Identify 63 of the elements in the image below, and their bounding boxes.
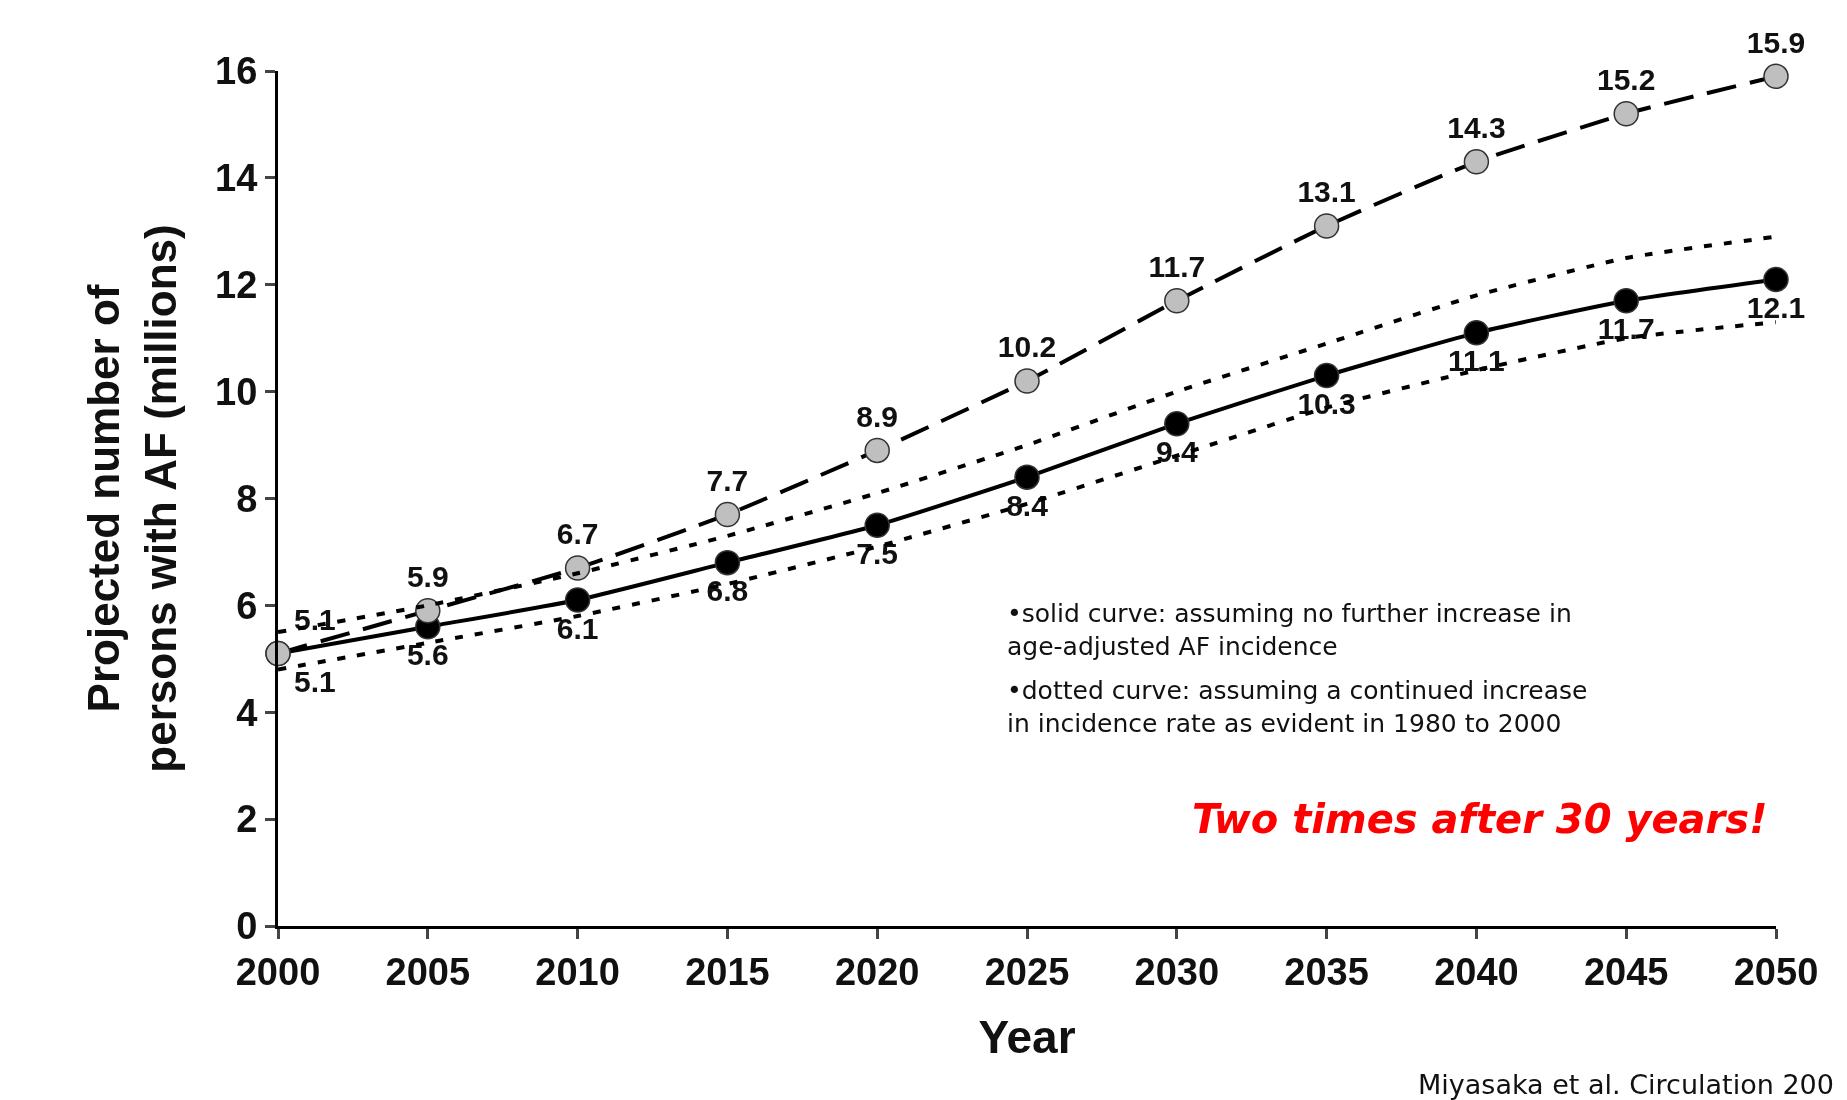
- point: [564, 555, 591, 581]
- y-tick-label: 12: [215, 264, 258, 307]
- y-tick-label: 16: [215, 50, 258, 93]
- point: [714, 549, 741, 576]
- point: [1613, 288, 1639, 314]
- y-tick-label: 0: [236, 905, 258, 948]
- point: [864, 512, 890, 538]
- x-tick-label: 2030: [1134, 950, 1220, 993]
- x-tick-label: 2050: [1733, 950, 1819, 993]
- point: [1463, 320, 1490, 346]
- data-label: 15.2: [1597, 63, 1656, 97]
- data-label: 14.3: [1447, 111, 1506, 145]
- annotation: •dotted curve: assuming a continued increase in incidence rate as evident in 1980 to 2000: [1007, 676, 1588, 738]
- y-tick-label: 6: [236, 584, 258, 627]
- data-label: 6.7: [556, 517, 599, 551]
- y-tick-label: 4: [236, 691, 258, 734]
- data-label: 5.9: [406, 560, 449, 594]
- y-axis-title: Projected number of persons with AF (millions): [79, 224, 186, 773]
- data-label: 10.2: [997, 330, 1057, 364]
- point: [1014, 368, 1040, 394]
- data-label: 8.9: [856, 399, 899, 433]
- data-label: 15.9: [1746, 25, 1806, 59]
- data-label: 11.7: [1148, 250, 1206, 284]
- point: [1763, 266, 1789, 293]
- point: [1313, 362, 1340, 389]
- y-tick-label: 8: [236, 477, 258, 520]
- x-tick-label: 2035: [1284, 950, 1369, 993]
- x-axis-title: Year: [978, 1011, 1076, 1064]
- data-label: 13.1: [1297, 175, 1356, 209]
- x-tick-label: 2015: [685, 950, 770, 993]
- x-tick-label: 2045: [1583, 950, 1669, 993]
- data-label: 5.6: [406, 638, 449, 672]
- y-tick-label: 14: [215, 157, 258, 200]
- x-tick-label: 2000: [235, 950, 321, 993]
- y-tick-label: 10: [215, 370, 258, 413]
- point: [1613, 101, 1639, 127]
- x-tick-label: 2010: [535, 950, 620, 993]
- data-label: 11.7: [1597, 312, 1655, 346]
- data-label: 9.4: [1155, 435, 1198, 469]
- data-label: 11.1: [1448, 344, 1505, 378]
- data-label: 6.1: [556, 611, 599, 645]
- point: [864, 437, 890, 464]
- x-tick-label: 2040: [1434, 950, 1519, 993]
- point: [415, 597, 441, 624]
- annotation: •solid curve: assuming no further increase in age-adjusted AF incidence: [1007, 599, 1572, 661]
- x-tick-label: 2005: [385, 950, 471, 993]
- point: [1313, 213, 1340, 239]
- data-label: 6.8: [706, 574, 749, 608]
- data-label: 7.7: [706, 464, 749, 498]
- point: [1463, 149, 1490, 175]
- point: [1763, 63, 1789, 90]
- point: [1164, 288, 1190, 314]
- x-tick-label: 2020: [834, 950, 920, 993]
- point: [1164, 410, 1190, 437]
- annotation: Two times after 30 years!: [1192, 796, 1768, 842]
- point: [1014, 464, 1040, 490]
- point: [714, 501, 741, 528]
- x-tick-label: 2025: [984, 950, 1070, 993]
- text: Miyasaka et al. Circulation 200: [1418, 1069, 1834, 1100]
- data-label: 12.1: [1746, 290, 1806, 324]
- point: [564, 587, 591, 613]
- data-label: 5.1: [294, 664, 336, 698]
- y-tick-label: 2: [236, 798, 258, 841]
